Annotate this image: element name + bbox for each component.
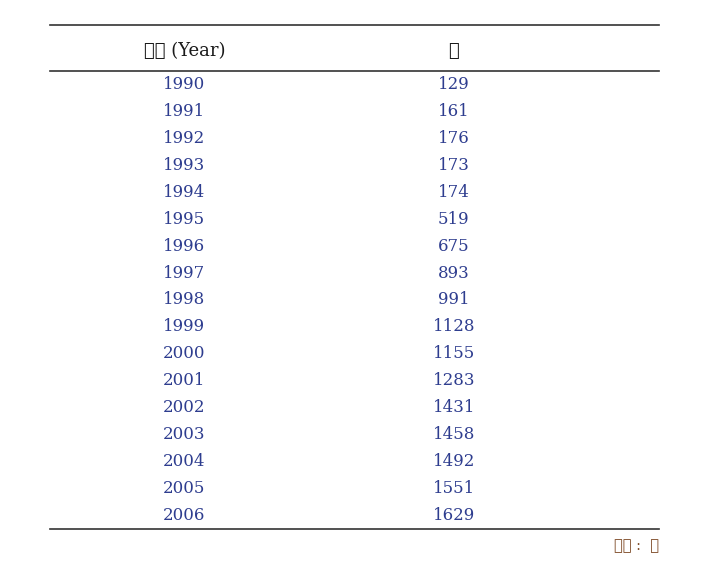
Text: 1997: 1997	[163, 264, 206, 281]
Text: 2000: 2000	[163, 345, 206, 362]
Text: 1492: 1492	[432, 453, 475, 470]
Text: 176: 176	[438, 130, 469, 147]
Text: 1992: 1992	[163, 130, 206, 147]
Text: 675: 675	[438, 238, 469, 255]
Text: 129: 129	[438, 76, 469, 93]
Text: 2001: 2001	[163, 372, 206, 389]
Text: 173: 173	[438, 157, 469, 174]
Text: 1629: 1629	[432, 507, 475, 524]
Text: 1283: 1283	[432, 372, 475, 389]
Text: 2005: 2005	[163, 481, 206, 498]
Text: 991: 991	[438, 291, 469, 308]
Text: 단위 :  대: 단위 : 대	[615, 539, 659, 553]
Text: 1551: 1551	[432, 481, 475, 498]
Text: 2003: 2003	[163, 426, 206, 443]
Text: 1991: 1991	[163, 102, 206, 119]
Text: 2004: 2004	[163, 453, 206, 470]
Text: 2002: 2002	[163, 400, 206, 417]
Text: 1155: 1155	[432, 345, 475, 362]
Text: 1996: 1996	[163, 238, 206, 255]
Text: 1995: 1995	[163, 211, 206, 228]
Text: 1431: 1431	[432, 400, 475, 417]
Text: 2006: 2006	[163, 507, 206, 524]
Text: 519: 519	[438, 211, 469, 228]
Text: 1993: 1993	[163, 157, 206, 174]
Text: 1999: 1999	[163, 319, 206, 336]
Text: 174: 174	[438, 183, 469, 200]
Text: 1128: 1128	[432, 319, 475, 336]
Text: 연도 (Year): 연도 (Year)	[144, 42, 225, 60]
Text: 대: 대	[448, 42, 459, 60]
Text: 1998: 1998	[163, 291, 206, 308]
Text: 893: 893	[438, 264, 469, 281]
Text: 1458: 1458	[432, 426, 475, 443]
Text: 161: 161	[438, 102, 469, 119]
Text: 1990: 1990	[163, 76, 206, 93]
Text: 1994: 1994	[163, 183, 206, 200]
